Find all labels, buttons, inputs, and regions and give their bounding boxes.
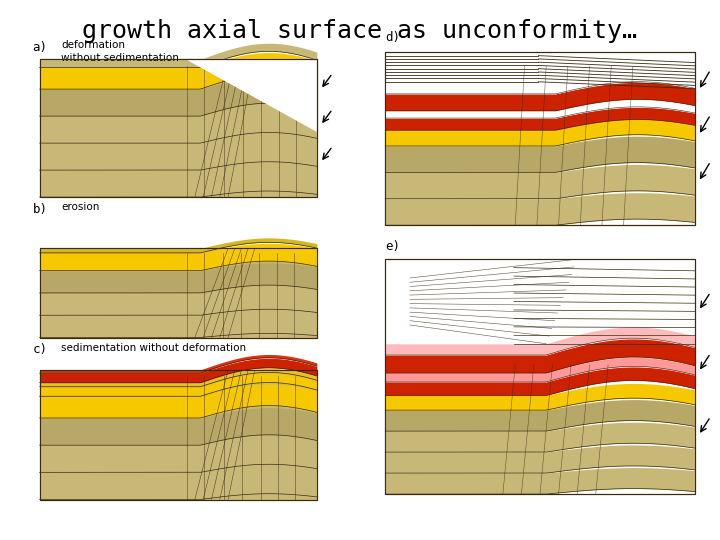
Bar (385, 52, 695, 225)
Text: deformation
without sedimentation: deformation without sedimentation (61, 40, 179, 63)
Bar (385, 259, 695, 494)
Text: c): c) (32, 343, 48, 356)
Text: sedimentation without deformation: sedimentation without deformation (61, 343, 246, 353)
Text: b): b) (32, 202, 48, 215)
Text: growth axial surface as unconformity…: growth axial surface as unconformity… (83, 19, 637, 43)
Bar (40, 59, 317, 197)
Text: e): e) (385, 240, 400, 253)
Bar (40, 370, 317, 500)
Text: a): a) (32, 40, 48, 53)
Bar (40, 370, 317, 500)
Text: erosion: erosion (61, 202, 99, 213)
Bar (40, 248, 317, 338)
Bar (385, 52, 695, 225)
Polygon shape (186, 59, 317, 131)
Text: d): d) (385, 31, 400, 44)
Bar (40, 59, 317, 197)
Bar (385, 259, 695, 494)
Bar (40, 248, 317, 338)
